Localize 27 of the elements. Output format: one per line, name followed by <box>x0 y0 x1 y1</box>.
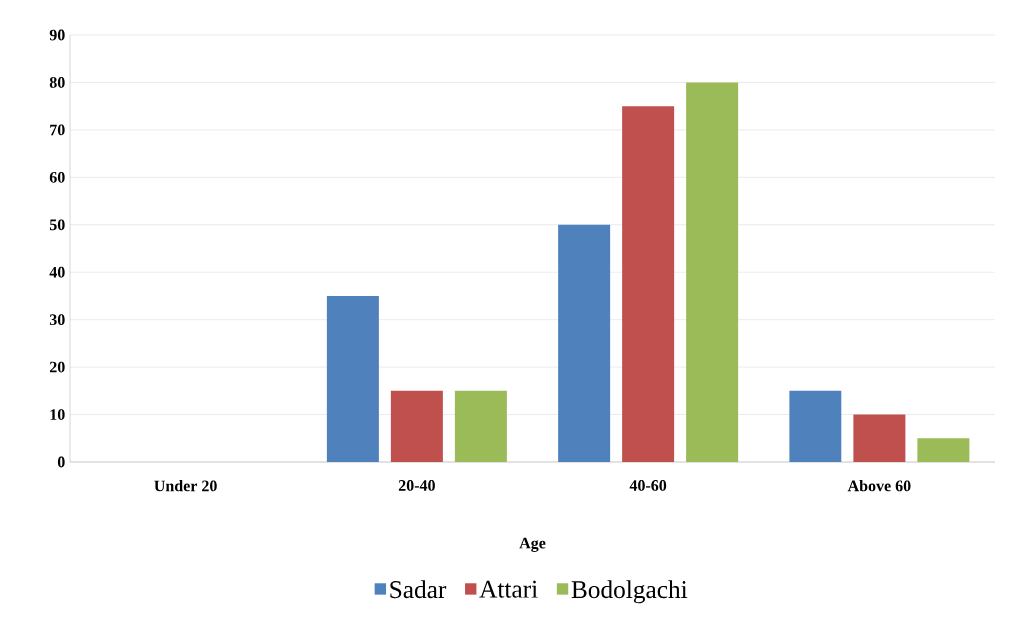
x-axis-title: Age <box>519 537 546 552</box>
legend-label: Sadar <box>390 580 447 599</box>
y-tick-label: 90 <box>49 29 65 41</box>
bar <box>853 414 906 462</box>
y-tick-label: 70 <box>50 124 65 136</box>
bar <box>326 295 379 462</box>
y-tick-label: 10 <box>50 409 65 420</box>
y-tick-label: 50 <box>49 219 65 231</box>
bar <box>390 390 443 462</box>
y-tick-label: 80 <box>49 77 65 88</box>
bar <box>622 106 675 462</box>
legend-label: Attari <box>479 580 538 598</box>
bar <box>789 390 842 462</box>
y-tick-label: 0 <box>57 456 65 468</box>
y-tick-label: 20 <box>49 361 65 373</box>
x-tick-label: Under 20 <box>154 480 217 492</box>
x-tick-label: Above 60 <box>847 480 911 492</box>
bar <box>454 390 507 462</box>
x-tick-label: 40-60 <box>629 480 667 491</box>
legend-label: Bodolgachi <box>571 580 688 604</box>
x-tick-label: 20-40 <box>398 480 435 491</box>
y-tick-label: 40 <box>49 266 65 278</box>
y-tick-label: 30 <box>49 314 65 326</box>
y-tick-label: 60 <box>49 171 65 183</box>
bar <box>686 82 739 462</box>
bar <box>917 438 970 462</box>
bar <box>558 224 611 462</box>
